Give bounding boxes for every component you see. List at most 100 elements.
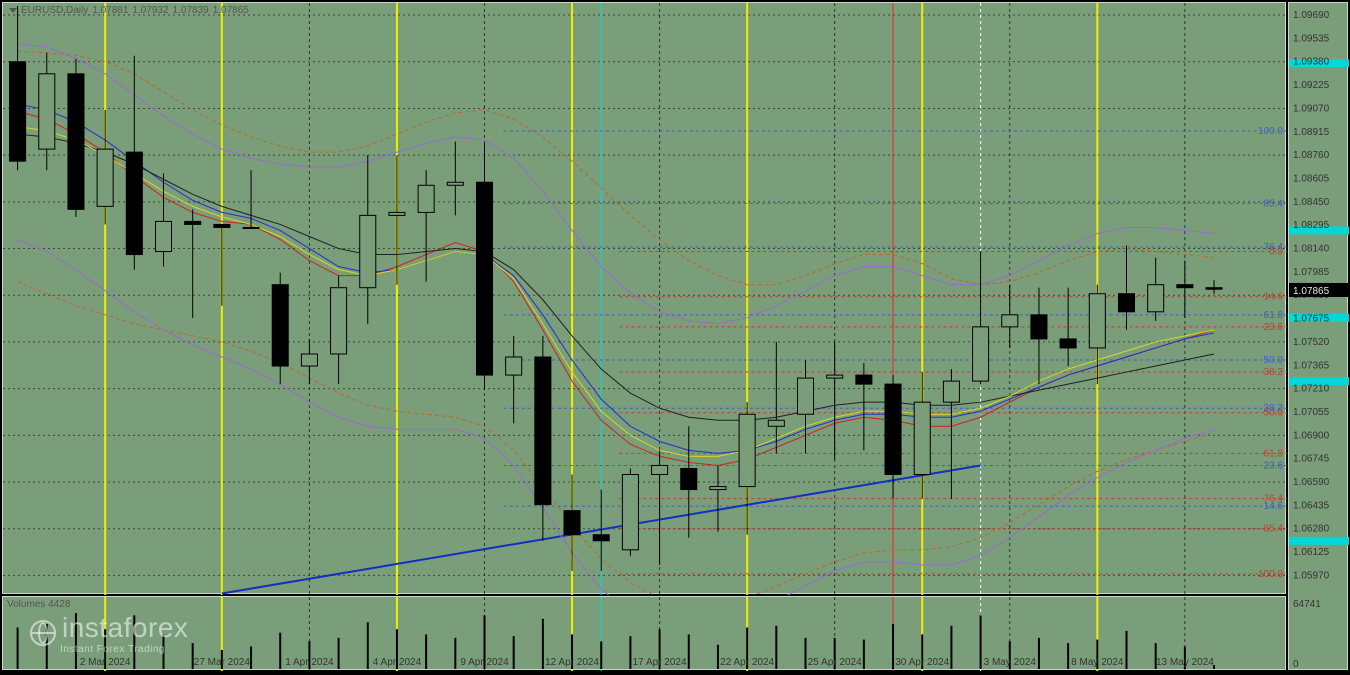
candle (564, 511, 580, 535)
candle (739, 414, 755, 486)
candle (243, 227, 259, 228)
candle (914, 402, 930, 474)
x-tick-label: 3 May 2024 (984, 657, 1036, 668)
candle (331, 288, 347, 354)
x-tick-label: 9 Apr 2024 (460, 657, 508, 668)
candle (797, 378, 813, 414)
candle (710, 487, 726, 490)
vol-zero-label: 0 (1293, 659, 1299, 670)
chart-title: EURUSD,Daily 1.07881 1.07932 1.07839 1.07865 (9, 5, 249, 16)
title-h: 1.07932 (132, 5, 168, 16)
y-tick-label: 1.06900 (1293, 430, 1330, 441)
y-tick-label: 1.07055 (1293, 407, 1330, 418)
candle (827, 375, 843, 378)
x-tick-label: 8 May 2024 (1071, 657, 1123, 668)
candle (447, 182, 463, 185)
title-l: 1.07839 (173, 5, 209, 16)
y-tick-label: 1.07520 (1293, 337, 1330, 348)
candle (1206, 288, 1222, 290)
candle (535, 357, 551, 505)
title-o: 1.07881 (92, 5, 128, 16)
x-tick-label: 12 Apr 2024 (545, 657, 599, 668)
price-chart-panel[interactable]: 100.085.476.461.850.038.223.614.60.014.6… (2, 2, 1286, 594)
x-tick-label: 4 Apr 2024 (373, 657, 421, 668)
indicator-env_upper (18, 44, 1214, 324)
candle (214, 224, 230, 227)
x-tick-label: 25 Apr 2024 (808, 657, 862, 668)
x-tick-label: 13 May 2024 (1156, 657, 1214, 668)
volume-panel[interactable]: Volumes 4428 2 Mar 2024 27 Mar 2024 1 Apr 2… (2, 596, 1286, 670)
y-tick-label: 1.06280 (1293, 524, 1330, 535)
svg-text:50.0: 50.0 (1264, 355, 1284, 366)
candle (1177, 285, 1193, 288)
indicator-ma_mid (18, 104, 1214, 453)
svg-text:61.8: 61.8 (1264, 448, 1284, 459)
svg-text:50.0: 50.0 (1264, 408, 1284, 419)
candle (652, 465, 668, 474)
candle (506, 357, 522, 375)
svg-text:100.0: 100.0 (1258, 569, 1283, 580)
y-tick-label: 1.07985 (1293, 267, 1330, 278)
candle (1089, 294, 1105, 348)
svg-text:0.0: 0.0 (1269, 247, 1283, 258)
candle (681, 468, 697, 489)
y-tick-label: 1.09380 (1293, 57, 1330, 68)
y-tick-label: 1.07365 (1293, 360, 1330, 371)
title-c: 1.07865 (213, 5, 249, 16)
candle (1148, 285, 1164, 312)
y-tick-label: 1.08140 (1293, 244, 1330, 255)
svg-text:38.2: 38.2 (1264, 367, 1284, 378)
y-tick-label: 1.06435 (1293, 500, 1330, 511)
candle (1118, 294, 1134, 312)
svg-text:85.4: 85.4 (1264, 524, 1284, 535)
x-tick-label: 17 Apr 2024 (633, 657, 687, 668)
indicator-ma_yellow (18, 127, 1214, 457)
y-tick-label: 1.08760 (1293, 150, 1330, 161)
candle (1031, 315, 1047, 339)
candle (885, 384, 901, 474)
candle (768, 420, 784, 426)
y-tick-label: 1.08915 (1293, 127, 1330, 138)
y-tick-label: 1.06590 (1293, 477, 1330, 488)
svg-text:61.8: 61.8 (1264, 310, 1284, 321)
candle (68, 74, 84, 210)
y-tick-label: 1.06745 (1293, 454, 1330, 465)
x-tick-label: 30 Apr 2024 (895, 657, 949, 668)
y-tick-label: 1.08295 (1293, 220, 1330, 231)
y-tick-label: 1.06125 (1293, 547, 1330, 558)
y-tick-label: 1.09690 (1293, 10, 1330, 21)
x-tick-label: 1 Apr 2024 (285, 657, 333, 668)
candle (39, 74, 55, 149)
title-symbol: EURUSD,Daily (21, 5, 88, 16)
candle (973, 327, 989, 381)
volume-label: Volumes 4428 (7, 599, 70, 610)
indicator-ma_slow (18, 134, 1214, 420)
svg-text:76.4: 76.4 (1264, 494, 1284, 505)
y-tick-label: 1.09225 (1293, 80, 1330, 91)
y-tick-label: 1.05970 (1293, 570, 1330, 581)
svg-text:23.6: 23.6 (1264, 322, 1284, 333)
x-tick-label: 2 Mar 2024 (80, 657, 131, 668)
candle (1002, 315, 1018, 327)
vol-max-label: 64741 (1293, 599, 1321, 610)
x-tick-label: 27 Mar 2024 (194, 657, 250, 668)
candle (360, 215, 376, 287)
y-tick-label: 1.07675 (1293, 314, 1330, 325)
candle (1060, 339, 1076, 348)
candle (389, 212, 405, 215)
svg-text:23.6: 23.6 (1264, 460, 1284, 471)
x-tick-label: 22 Apr 2024 (720, 657, 774, 668)
candle (97, 149, 113, 206)
candle (301, 354, 317, 366)
candle (126, 152, 142, 254)
indicator-bb_upper (18, 51, 1214, 284)
y-tick-label: 1.09070 (1293, 103, 1330, 114)
dropdown-icon[interactable] (9, 8, 17, 13)
candle (593, 535, 609, 541)
y-tick-label: 1.08605 (1293, 173, 1330, 184)
candle (155, 221, 171, 251)
candle (476, 182, 492, 375)
candle (185, 221, 201, 224)
y-axis-panel: 1.09690 1.09535 1.09380 1.09225 1.09070 1.089… (1288, 2, 1348, 670)
y-tick-label: 1.09535 (1293, 33, 1330, 44)
